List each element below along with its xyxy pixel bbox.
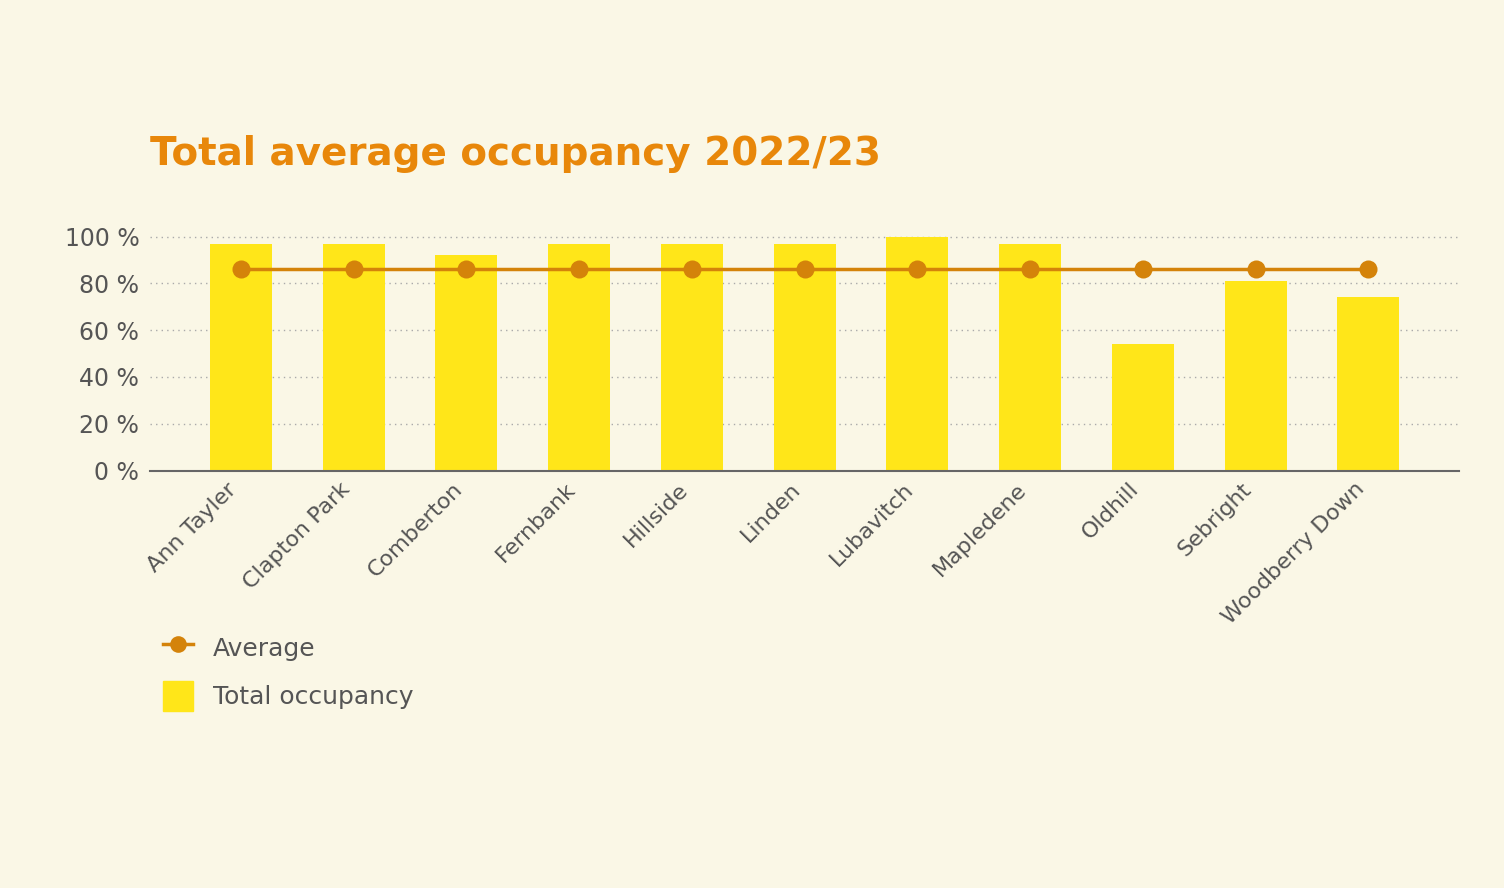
Bar [547, 243, 611, 471]
Text: Total average occupancy 2022/23: Total average occupancy 2022/23 [150, 134, 881, 172]
Bar [323, 243, 385, 471]
Legend: Average, Total occupancy: Average, Total occupancy [162, 632, 414, 711]
Bar [1224, 281, 1286, 471]
Bar [999, 243, 1062, 471]
Bar [660, 243, 723, 471]
Bar [886, 236, 949, 471]
Bar [1337, 297, 1399, 471]
Bar [773, 243, 836, 471]
Bar [1111, 345, 1175, 471]
Bar [211, 243, 272, 471]
Bar [435, 255, 498, 471]
